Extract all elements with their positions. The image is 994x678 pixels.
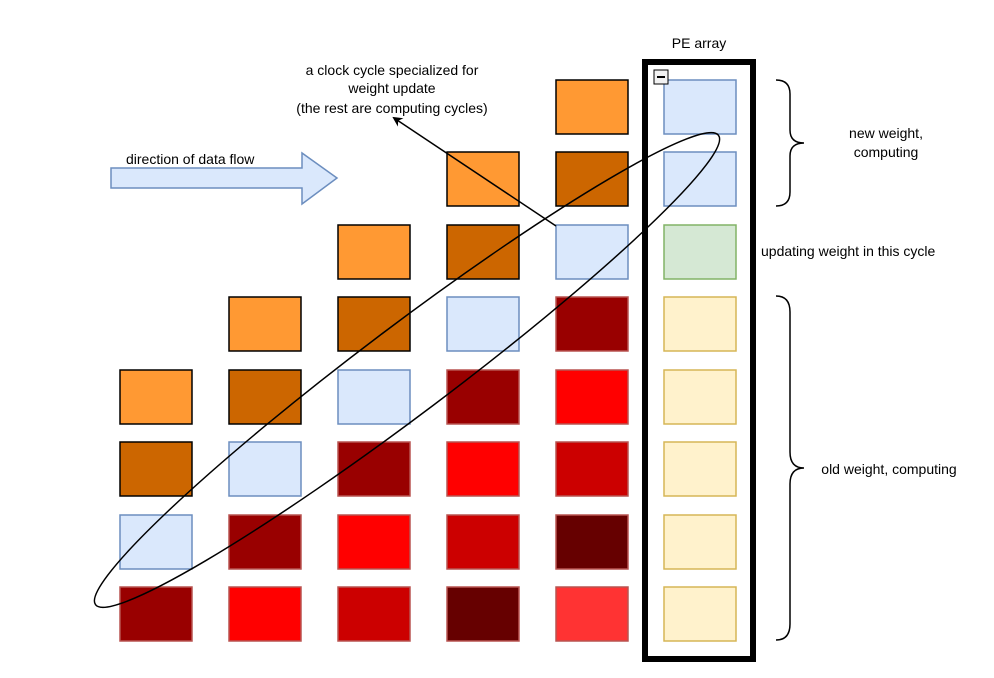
data-block-blue-light	[228, 441, 302, 497]
data-block-mid-red	[337, 586, 411, 642]
pe-array-frame	[642, 59, 756, 662]
data-block-mid-red	[555, 441, 629, 497]
data-block-orange-light	[228, 296, 302, 352]
collapse-toggle[interactable]	[653, 69, 669, 85]
data-block-red	[228, 586, 302, 642]
weight-update-ellipse	[93, 131, 721, 609]
data-block-blue-light	[337, 369, 411, 425]
old-weight-label: old weight, computing	[821, 461, 956, 477]
data-block-orange-dark	[555, 151, 629, 207]
data-block-orange-dark	[119, 441, 193, 497]
pe-cell-yellow-light	[663, 441, 737, 497]
clock-cycle-label-line2: weight update	[347, 80, 435, 96]
data-block-orange-dark	[228, 369, 302, 425]
data-block-light-red	[555, 586, 629, 642]
data-block-mid-red	[446, 514, 520, 570]
annotation-pointer-arrow	[392, 116, 557, 227]
clock-cycle-label-line1: a clock cycle specialized for	[306, 62, 479, 78]
new-weight-label-line1: new weight,	[849, 125, 923, 141]
data-block-red	[337, 514, 411, 570]
pe-cell-yellow-light	[663, 369, 737, 425]
pe-cell-blue-light	[663, 79, 737, 135]
pe-cell-yellow-light	[663, 514, 737, 570]
data-block-blue-light	[119, 514, 193, 570]
data-block-dark-red	[337, 441, 411, 497]
data-block-blue-light	[446, 296, 520, 352]
data-block-orange-dark	[337, 296, 411, 352]
data-block-orange-light	[337, 224, 411, 280]
pe-cell-yellow-light	[663, 296, 737, 352]
pe-cell-blue-light	[663, 151, 737, 207]
clock-cycle-label-line3: (the rest are computing cycles)	[296, 100, 487, 116]
data-flow-label: direction of data flow	[126, 151, 255, 167]
new-weight-brace	[775, 79, 805, 207]
pe-cell-yellow-light	[663, 586, 737, 642]
data-flow-arrow-icon	[110, 151, 339, 206]
old-weight-brace	[775, 295, 805, 641]
data-block-orange-light	[555, 79, 629, 135]
data-block-dark-red	[119, 586, 193, 642]
new-weight-label-line2: computing	[854, 144, 919, 160]
data-block-orange-dark	[446, 224, 520, 280]
block-grid	[119, 79, 737, 642]
data-block-maroon	[555, 514, 629, 570]
pe-cell-green-light	[663, 224, 737, 280]
data-block-red	[446, 441, 520, 497]
data-block-dark-red	[555, 296, 629, 352]
data-block-red	[555, 369, 629, 425]
data-block-dark-red	[446, 369, 520, 425]
pe-array-label: PE array	[672, 35, 726, 51]
data-block-orange-light	[119, 369, 193, 425]
data-block-maroon	[446, 586, 520, 642]
updating-weight-label: updating weight in this cycle	[761, 243, 936, 259]
data-block-blue-light	[555, 224, 629, 280]
